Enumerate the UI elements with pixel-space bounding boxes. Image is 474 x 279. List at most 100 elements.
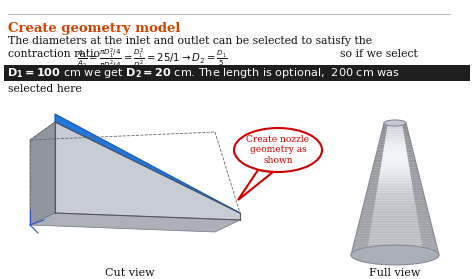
Polygon shape: [353, 247, 438, 248]
Polygon shape: [382, 130, 408, 131]
Polygon shape: [412, 182, 421, 184]
Polygon shape: [361, 212, 374, 214]
Polygon shape: [373, 168, 418, 169]
Polygon shape: [371, 174, 419, 176]
Polygon shape: [365, 196, 425, 197]
Polygon shape: [405, 143, 411, 145]
Polygon shape: [367, 191, 423, 192]
Polygon shape: [363, 207, 428, 209]
Polygon shape: [377, 148, 384, 149]
Polygon shape: [356, 235, 435, 237]
Polygon shape: [353, 245, 368, 247]
Polygon shape: [354, 242, 369, 244]
Polygon shape: [374, 159, 382, 161]
Polygon shape: [408, 161, 416, 163]
Polygon shape: [367, 187, 377, 189]
Polygon shape: [352, 250, 367, 252]
Polygon shape: [413, 192, 424, 194]
Polygon shape: [30, 122, 55, 225]
Polygon shape: [363, 207, 374, 209]
Ellipse shape: [351, 245, 439, 265]
Polygon shape: [405, 140, 410, 141]
Polygon shape: [362, 210, 374, 212]
Polygon shape: [416, 210, 428, 212]
Polygon shape: [354, 244, 368, 245]
Polygon shape: [375, 158, 382, 159]
Polygon shape: [380, 140, 385, 141]
Polygon shape: [402, 125, 407, 126]
Polygon shape: [408, 156, 415, 158]
Polygon shape: [383, 126, 407, 128]
Polygon shape: [363, 206, 374, 207]
Polygon shape: [383, 123, 406, 125]
Polygon shape: [419, 225, 432, 227]
Polygon shape: [418, 217, 430, 219]
Polygon shape: [408, 158, 415, 159]
Polygon shape: [367, 189, 423, 191]
Polygon shape: [377, 149, 383, 151]
Polygon shape: [352, 248, 438, 250]
Polygon shape: [406, 145, 412, 146]
Polygon shape: [407, 151, 413, 153]
Polygon shape: [359, 222, 431, 224]
Polygon shape: [362, 210, 428, 212]
Polygon shape: [409, 164, 417, 166]
Polygon shape: [365, 196, 376, 197]
Text: so if we select: so if we select: [340, 49, 418, 59]
Polygon shape: [370, 177, 379, 179]
Polygon shape: [419, 229, 433, 230]
Polygon shape: [415, 201, 426, 202]
Polygon shape: [423, 252, 438, 253]
Text: contraction ratio: contraction ratio: [8, 49, 103, 59]
Polygon shape: [420, 232, 434, 234]
Polygon shape: [370, 179, 379, 181]
Polygon shape: [404, 133, 409, 134]
Polygon shape: [420, 235, 435, 237]
Polygon shape: [416, 209, 428, 210]
Polygon shape: [378, 145, 384, 146]
Polygon shape: [371, 172, 419, 174]
Polygon shape: [377, 148, 412, 149]
Polygon shape: [358, 224, 431, 225]
FancyBboxPatch shape: [4, 65, 470, 81]
Polygon shape: [381, 134, 410, 136]
Polygon shape: [356, 234, 434, 235]
Polygon shape: [381, 133, 409, 134]
Polygon shape: [366, 194, 376, 196]
Polygon shape: [382, 131, 409, 133]
Polygon shape: [357, 229, 433, 230]
Polygon shape: [351, 252, 438, 253]
Polygon shape: [406, 146, 412, 148]
Polygon shape: [364, 202, 426, 204]
Polygon shape: [365, 197, 425, 199]
Polygon shape: [380, 136, 386, 138]
Polygon shape: [370, 179, 420, 181]
Polygon shape: [416, 207, 428, 209]
Polygon shape: [363, 206, 427, 207]
Polygon shape: [358, 224, 372, 225]
Polygon shape: [373, 166, 417, 168]
Polygon shape: [418, 219, 430, 220]
Polygon shape: [356, 232, 434, 234]
Polygon shape: [381, 133, 386, 134]
Polygon shape: [422, 244, 437, 245]
Polygon shape: [403, 130, 408, 131]
Polygon shape: [55, 114, 240, 213]
Polygon shape: [372, 169, 380, 171]
Polygon shape: [406, 148, 412, 149]
Polygon shape: [356, 232, 370, 234]
Polygon shape: [412, 184, 422, 186]
Polygon shape: [373, 164, 381, 166]
Polygon shape: [376, 153, 383, 154]
Polygon shape: [404, 134, 410, 136]
Polygon shape: [380, 140, 410, 141]
Polygon shape: [355, 237, 435, 239]
Text: Full view: Full view: [369, 268, 421, 278]
Polygon shape: [422, 245, 437, 247]
Polygon shape: [375, 156, 383, 158]
Polygon shape: [364, 201, 375, 202]
Polygon shape: [416, 206, 427, 207]
Polygon shape: [383, 125, 407, 126]
Polygon shape: [360, 217, 430, 219]
Polygon shape: [370, 176, 419, 177]
